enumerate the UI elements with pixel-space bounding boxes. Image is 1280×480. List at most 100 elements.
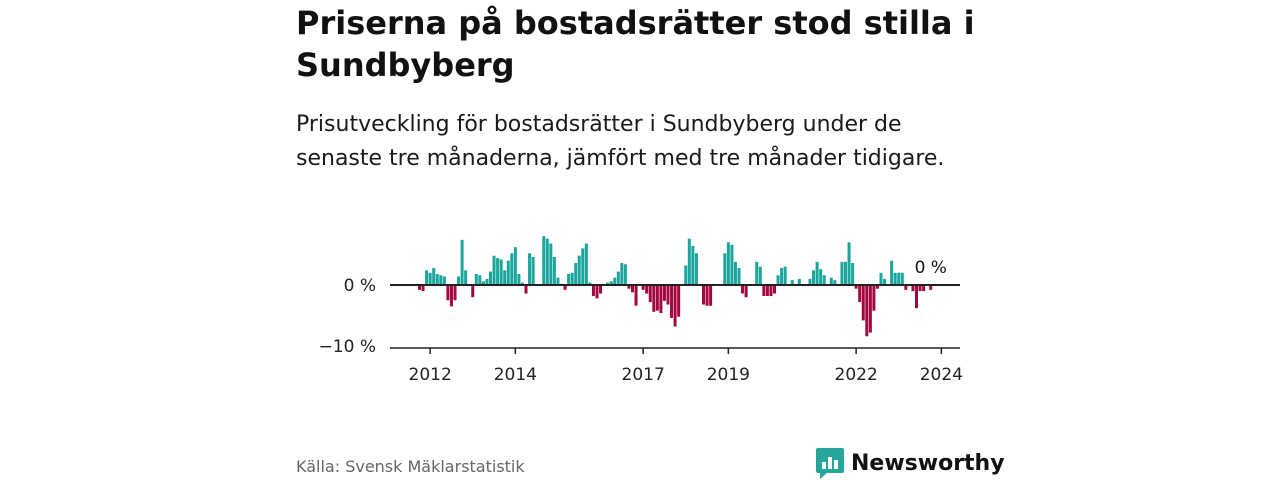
bar xyxy=(677,285,681,317)
x-tick-label: 2012 xyxy=(409,365,452,385)
bar xyxy=(819,269,823,285)
bar xyxy=(769,285,773,296)
bar xyxy=(492,255,496,285)
bar xyxy=(421,285,425,292)
bar xyxy=(428,272,432,285)
bar xyxy=(868,285,872,333)
chart-title: Priserna på bostadsrätter stod stilla i … xyxy=(296,4,975,84)
bar xyxy=(645,285,649,294)
bar xyxy=(584,243,588,285)
bar xyxy=(783,266,787,285)
bar xyxy=(496,258,500,285)
bar xyxy=(616,271,620,285)
bar xyxy=(691,245,695,285)
bar xyxy=(702,285,705,305)
bar xyxy=(485,278,489,285)
brand-name: Newsworthy xyxy=(851,450,1005,476)
bar xyxy=(915,285,918,309)
bar xyxy=(705,285,709,306)
bar xyxy=(542,236,546,285)
bar xyxy=(744,285,748,298)
bar xyxy=(545,238,549,285)
bar xyxy=(897,272,901,285)
bar xyxy=(449,285,453,307)
bar xyxy=(659,285,663,314)
bar xyxy=(730,244,734,285)
bar xyxy=(790,280,794,285)
y-axis-ticks: 0 % −10 % xyxy=(319,276,376,357)
bar xyxy=(709,285,713,306)
bar xyxy=(549,243,553,285)
bar xyxy=(531,256,535,285)
bar xyxy=(858,285,862,303)
bar xyxy=(847,242,851,285)
bar xyxy=(758,266,762,285)
bar xyxy=(723,253,727,285)
bar xyxy=(623,264,627,285)
bar xyxy=(432,267,436,285)
bar xyxy=(808,278,812,285)
bar xyxy=(435,274,439,285)
bar xyxy=(524,285,528,294)
bar xyxy=(648,285,652,303)
bar xyxy=(439,275,443,285)
bar xyxy=(670,285,674,318)
bar xyxy=(489,271,492,285)
bar xyxy=(567,274,571,285)
bar xyxy=(762,285,766,296)
bar xyxy=(883,278,887,285)
brand-logo[interactable]: Newsworthy xyxy=(815,446,1005,480)
bar xyxy=(464,270,468,285)
bar xyxy=(755,261,759,285)
bar xyxy=(520,282,524,285)
bar xyxy=(662,285,666,301)
bar xyxy=(893,272,897,285)
bar xyxy=(481,281,485,285)
bar xyxy=(773,285,776,294)
bar xyxy=(570,272,574,285)
bar xyxy=(929,285,933,290)
bar xyxy=(474,274,478,285)
bar xyxy=(904,285,908,290)
bar xyxy=(694,253,698,285)
bar xyxy=(442,276,446,285)
bar xyxy=(911,285,915,292)
bar xyxy=(815,261,819,285)
bar xyxy=(556,277,560,285)
bar xyxy=(900,272,904,285)
source-credit: Källa: Svensk Mäklarstatistik xyxy=(296,457,525,476)
chart-subtitle: Prisutveckling för bostadsrätter i Sundb… xyxy=(296,112,945,171)
bar xyxy=(865,285,869,337)
bar xyxy=(581,248,585,285)
bar xyxy=(552,256,556,285)
x-tick-label: 2022 xyxy=(835,365,878,385)
bar xyxy=(471,285,475,298)
bar xyxy=(879,272,883,285)
bar xyxy=(780,267,784,285)
bar xyxy=(446,285,450,301)
bar xyxy=(418,285,421,290)
bar xyxy=(528,253,532,285)
bar xyxy=(655,285,659,311)
bar xyxy=(652,285,656,312)
bars-group xyxy=(418,236,933,337)
bar xyxy=(609,281,613,285)
bar xyxy=(872,285,876,311)
last-value-label: 0 % xyxy=(915,258,947,278)
y-tick-label: −10 % xyxy=(319,337,376,357)
bar xyxy=(591,285,595,296)
bar xyxy=(513,247,517,285)
bar xyxy=(666,285,670,305)
bar xyxy=(460,239,464,285)
bar xyxy=(506,260,510,285)
bar xyxy=(776,275,780,285)
bar xyxy=(613,277,617,285)
bar xyxy=(620,263,624,285)
bar xyxy=(517,274,521,285)
bar xyxy=(844,261,847,285)
bar xyxy=(822,275,826,285)
bar xyxy=(765,285,769,296)
bar xyxy=(741,285,745,294)
bar xyxy=(453,285,457,301)
